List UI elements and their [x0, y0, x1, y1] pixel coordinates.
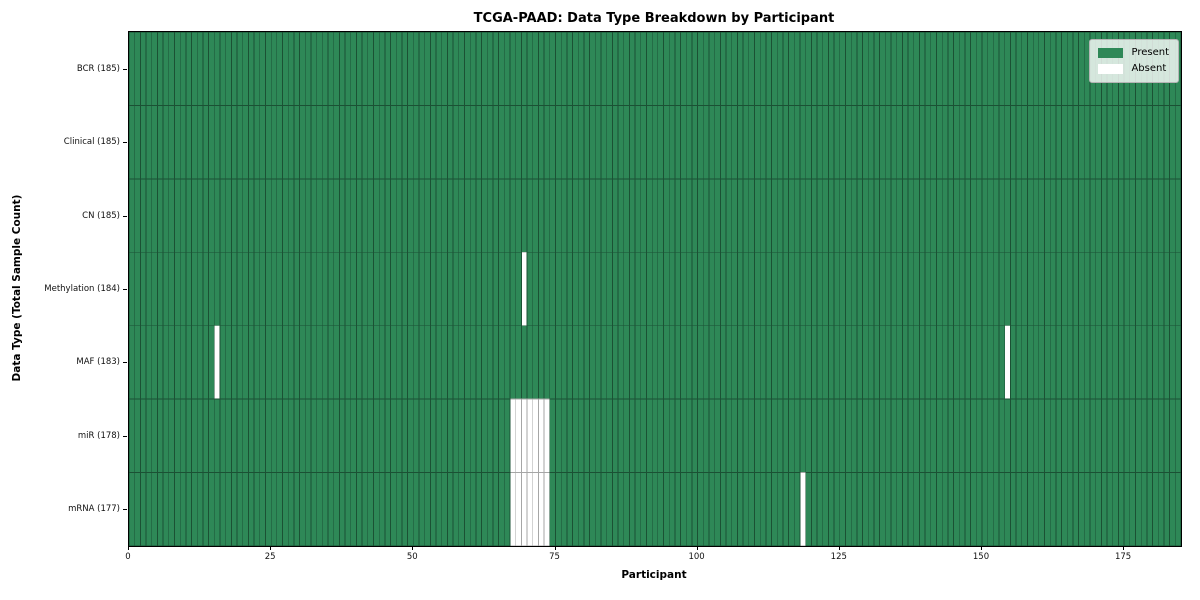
x-tick-label: 175 [1114, 552, 1132, 562]
x-tick-mark [696, 546, 698, 550]
y-tick-mark [123, 215, 127, 217]
legend: Present Absent [1089, 39, 1179, 83]
x-tick-mark [554, 546, 556, 550]
legend-label-present: Present [1131, 47, 1169, 58]
x-tick-mark [838, 546, 840, 550]
x-tick-label: 150 [972, 552, 990, 562]
x-tick-mark [270, 546, 272, 550]
x-axis-label: Participant [621, 569, 687, 581]
x-tick-label: 25 [264, 552, 276, 562]
x-tick-mark [1123, 546, 1125, 550]
legend-label-absent: Absent [1131, 63, 1167, 74]
y-tick-label: Clinical (185) [63, 137, 120, 148]
y-tick-label: BCR (185) [76, 63, 120, 74]
y-tick-mark [123, 68, 127, 70]
x-tick-label: 50 [406, 552, 418, 562]
y-tick-mark [123, 362, 127, 364]
x-tick-mark [412, 546, 414, 550]
legend-item-present: Present [1098, 45, 1169, 61]
present-swatch [1098, 48, 1124, 58]
y-tick-label: MAF (183) [76, 357, 120, 368]
y-tick-label: Methylation (184) [44, 284, 120, 294]
y-tick-mark [123, 142, 127, 144]
heatmap [129, 32, 1181, 546]
x-tick-label: 100 [688, 552, 705, 562]
y-tick-mark [123, 435, 127, 437]
y-tick-label: miR (178) [77, 430, 120, 441]
x-tick-mark [981, 546, 982, 550]
y-tick-label: CN (185) [82, 210, 120, 221]
plot-area: Present Absent [128, 31, 1182, 547]
x-tick-mark [128, 546, 129, 550]
absent-swatch [1098, 64, 1124, 74]
chart-title: TCGA-PAAD: Data Type Breakdown by Partic… [473, 11, 835, 26]
x-tick-label: 75 [549, 552, 560, 562]
x-tick-label: 0 [125, 552, 131, 562]
x-tick-label: 125 [830, 552, 847, 562]
legend-item-absent: Absent [1098, 61, 1169, 77]
y-tick-mark [123, 509, 127, 511]
y-tick-mark [123, 289, 127, 290]
y-tick-label: mRNA (177) [68, 504, 120, 515]
